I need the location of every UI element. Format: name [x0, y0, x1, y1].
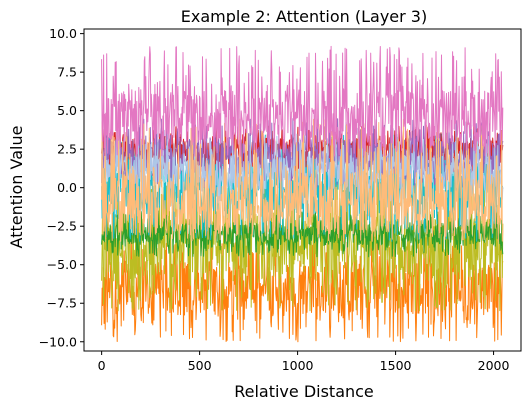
plot-frame	[83, 28, 522, 352]
x-tick-label: 1500	[380, 358, 412, 373]
y-tick-label: −10.0	[39, 334, 77, 349]
y-tick-label: 7.5	[57, 65, 77, 80]
series-group	[101, 45, 504, 343]
y-tick-label: −5.0	[47, 257, 77, 272]
series-line-7	[101, 118, 504, 242]
series-line-8	[101, 45, 504, 157]
series-line-0	[101, 233, 504, 343]
chart-title: Example 2: Attention (Layer 3)	[181, 7, 427, 26]
y-axis: −10.0 −7.5 −5.0 −2.5 0.0 2.5 5.0 7.5 10.0	[39, 26, 84, 349]
y-tick-label: 10.0	[49, 26, 77, 41]
x-tick-label: 1000	[282, 358, 314, 373]
y-tick-label: 2.5	[57, 142, 77, 157]
y-axis-label: Attention Value	[7, 126, 26, 249]
x-tick-label: 0	[98, 358, 106, 373]
y-tick-label: 5.0	[57, 103, 77, 118]
series-line-2	[101, 210, 504, 258]
x-tick-label: 500	[188, 358, 212, 373]
x-tick-label: 2000	[478, 358, 510, 373]
x-axis-label: Relative Distance	[234, 382, 374, 401]
x-axis: 0 500 1000 1500 2000	[98, 351, 510, 373]
y-tick-label: 0.0	[57, 180, 77, 195]
y-tick-label: −7.5	[47, 296, 77, 311]
y-tick-label: −2.5	[47, 219, 77, 234]
